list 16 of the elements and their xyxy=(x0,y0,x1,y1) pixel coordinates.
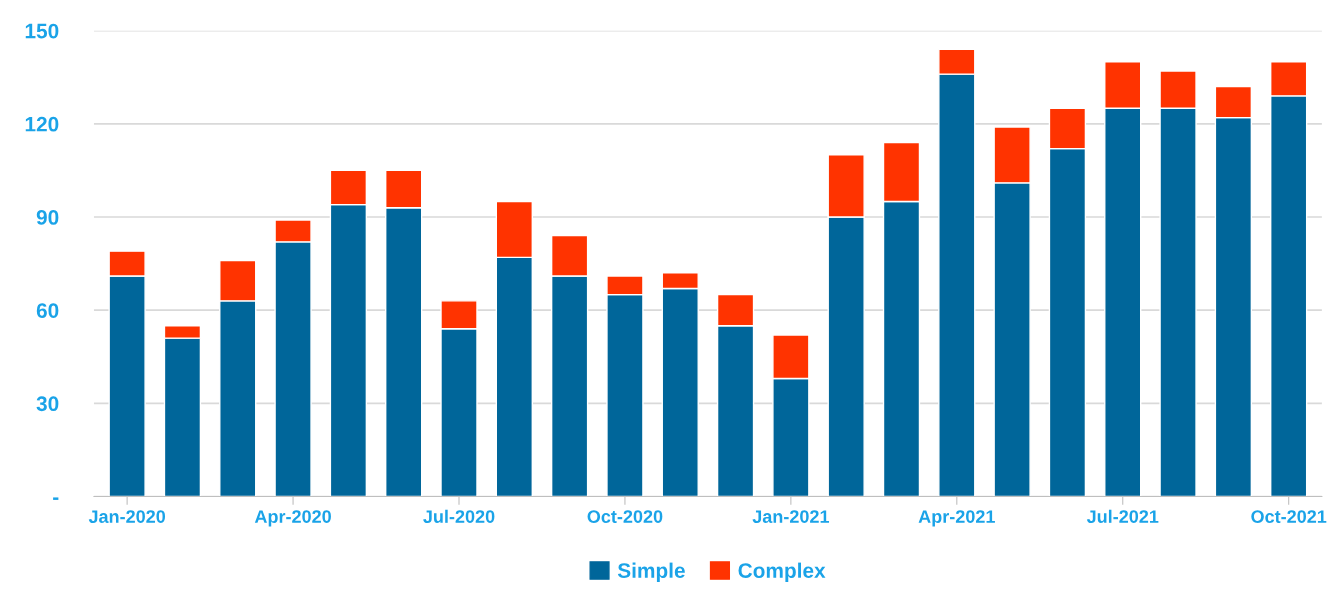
y-tick-label: 120 xyxy=(25,116,59,132)
x-tick-label: Jul-2021 xyxy=(1086,509,1159,523)
x-tick-label: Jul-2020 xyxy=(423,509,495,523)
legend-label: Simple xyxy=(617,562,685,583)
y-tick-label: 150 xyxy=(25,23,59,39)
x-tick-label: Apr-2020 xyxy=(254,510,331,527)
y-tick-label: 90 xyxy=(36,210,59,225)
y-tick-label: 60 xyxy=(36,303,59,318)
y-tick-label: - xyxy=(53,497,59,500)
x-tick-label: Jan-2020 xyxy=(88,510,166,523)
legend-label: Complex xyxy=(738,562,826,583)
x-tick-label: Jan-2021 xyxy=(752,510,830,523)
x-tick-label: Oct-2021 xyxy=(1251,510,1327,523)
x-tick-label: Oct-2020 xyxy=(587,510,663,523)
y-tick-label: 30 xyxy=(36,396,59,412)
x-tick-label: Apr-2021 xyxy=(918,510,995,527)
